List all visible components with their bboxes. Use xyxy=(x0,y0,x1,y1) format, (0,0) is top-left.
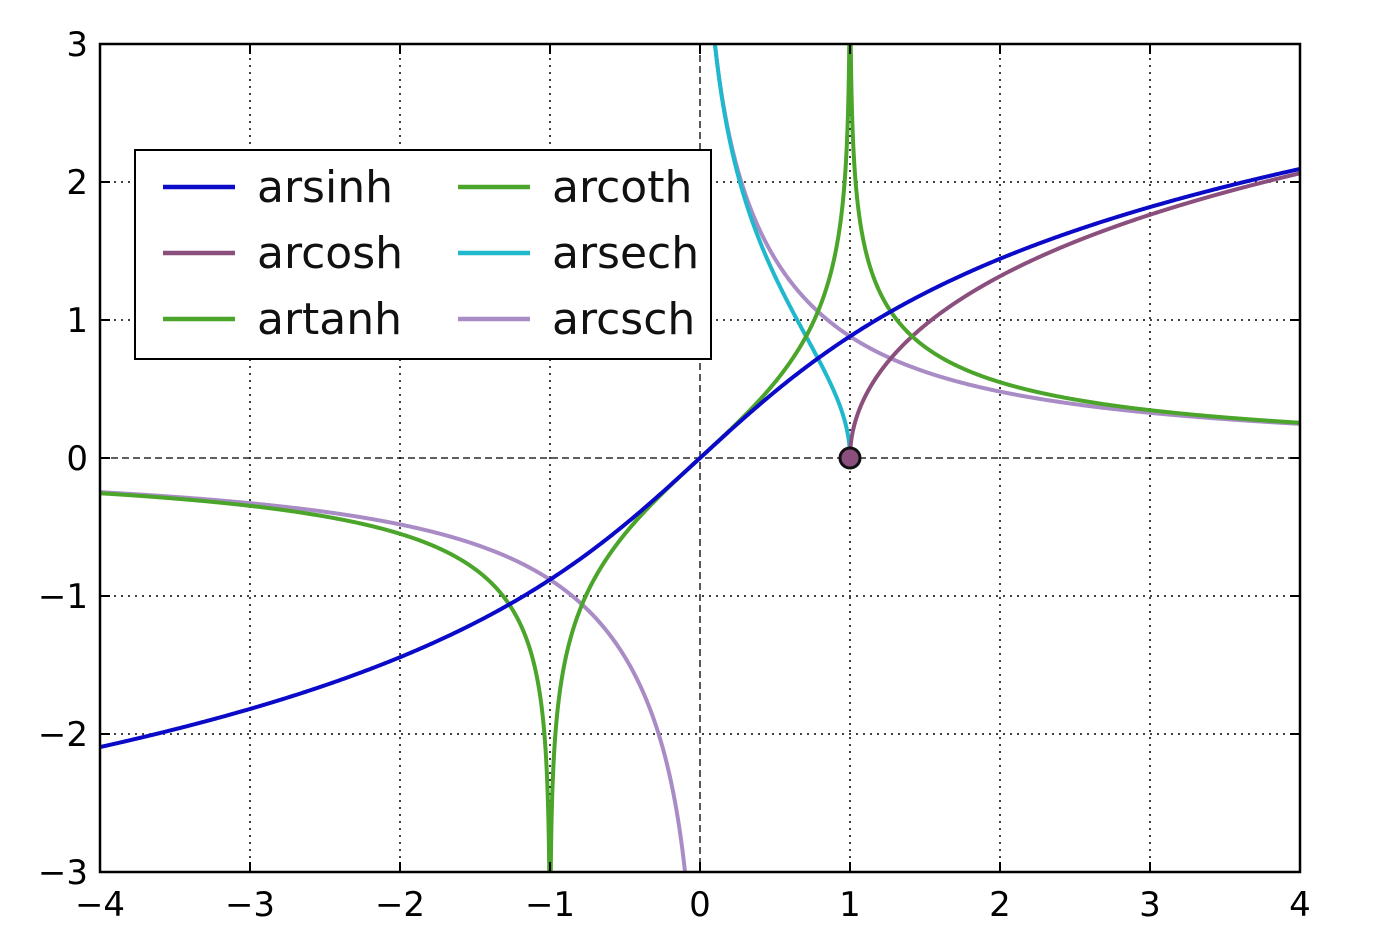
x-tick-label: 4 xyxy=(1289,885,1311,925)
series-line-arcosh xyxy=(848,171,1300,460)
legend-label-arcsch: arcsch xyxy=(552,294,695,345)
series-line-arsinh xyxy=(100,166,1300,750)
series-line-arcoth xyxy=(100,491,552,872)
legend-label-artanh: artanh xyxy=(257,294,402,345)
x-tick-label: −1 xyxy=(525,885,575,925)
legend: arsinh arcosh artanh arcoth arsech arcsch xyxy=(134,149,712,360)
point-marker xyxy=(838,446,862,470)
x-tick-label: 3 xyxy=(1139,885,1161,925)
x-tick-label: 0 xyxy=(689,885,711,925)
y-tick-label: 1 xyxy=(66,301,88,341)
x-tick-label: −3 xyxy=(225,885,275,925)
legend-label-arcosh: arcosh xyxy=(257,228,403,279)
legend-label-arsech: arsech xyxy=(552,228,699,279)
x-tick-label: −4 xyxy=(75,885,125,925)
series-lines xyxy=(100,44,1300,872)
y-tick-label: 3 xyxy=(66,25,88,65)
y-tick-label: 0 xyxy=(66,439,88,479)
y-tick-label: −2 xyxy=(38,715,88,755)
series-line-arsech xyxy=(712,44,852,460)
x-tick-label: 2 xyxy=(989,885,1011,925)
legend-label-arcoth: arcoth xyxy=(552,162,692,213)
annotation-markers xyxy=(838,446,862,470)
y-tick-label: −1 xyxy=(38,577,88,617)
series-line-arcoth xyxy=(848,44,1300,425)
y-tick-label: −3 xyxy=(38,853,88,893)
x-tick-label: 1 xyxy=(839,885,861,925)
legend-label-arsinh: arsinh xyxy=(257,162,393,213)
x-tick-label: −2 xyxy=(375,885,425,925)
y-tick-label: 2 xyxy=(66,163,88,203)
